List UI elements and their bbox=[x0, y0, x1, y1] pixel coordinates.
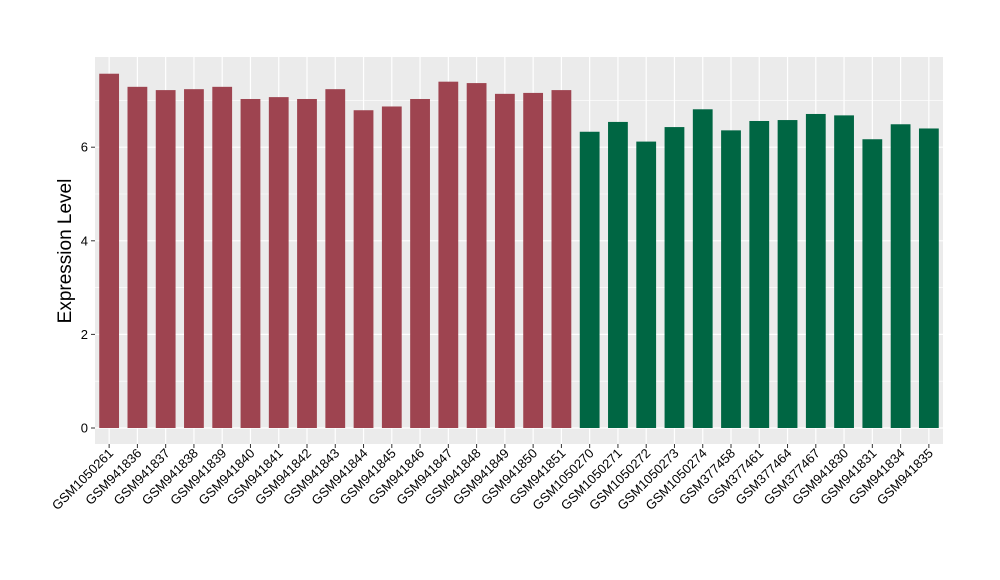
y-axis: 0 2 4 6 bbox=[81, 140, 95, 436]
y-axis-title: Expression Level bbox=[55, 179, 76, 324]
bar-GSM1050273 bbox=[664, 127, 685, 429]
bar-GSM941831 bbox=[862, 139, 883, 428]
bar-GSM941846 bbox=[410, 98, 430, 428]
y-tick-label: 2 bbox=[81, 327, 88, 342]
bar-GSM941835 bbox=[918, 128, 939, 429]
bar-GSM941850 bbox=[523, 92, 544, 429]
bar-GSM941830 bbox=[834, 115, 854, 428]
bar-GSM377458 bbox=[721, 130, 741, 429]
bar-GSM377467 bbox=[805, 113, 826, 429]
bar-GSM941840 bbox=[240, 98, 261, 428]
plot-panel bbox=[95, 57, 943, 444]
bar-GSM941839 bbox=[212, 86, 233, 428]
bar-GSM941844 bbox=[353, 110, 374, 428]
bar-GSM1050271 bbox=[608, 121, 628, 428]
bar-GSM941838 bbox=[184, 89, 204, 428]
bar-GSM1050261 bbox=[99, 73, 120, 428]
bar-GSM1050272 bbox=[636, 141, 657, 429]
bar-GSM941836 bbox=[127, 86, 148, 428]
bar-GSM941845 bbox=[381, 106, 402, 428]
bar-GSM941847 bbox=[438, 81, 459, 429]
bar-GSM941842 bbox=[297, 98, 317, 428]
bar-GSM941848 bbox=[466, 83, 487, 429]
y-tick-label: 6 bbox=[81, 140, 88, 155]
bar-GSM941843 bbox=[325, 89, 346, 428]
bar-GSM377461 bbox=[749, 120, 770, 428]
bar-GSM941849 bbox=[494, 93, 515, 429]
x-axis: GSM1050261GSM941836GSM941837GSM941838GSM… bbox=[49, 444, 936, 513]
y-tick-label: 4 bbox=[81, 233, 88, 248]
bar-GSM941834 bbox=[890, 124, 911, 428]
bar-GSM1050270 bbox=[579, 131, 600, 429]
bar-GSM941851 bbox=[551, 90, 572, 428]
bar-GSM377464 bbox=[777, 120, 798, 428]
y-tick-label: 0 bbox=[81, 421, 88, 436]
bar-GSM941837 bbox=[155, 90, 176, 428]
bar-GSM1050274 bbox=[692, 109, 713, 429]
bars bbox=[99, 73, 939, 429]
bar-GSM941841 bbox=[268, 97, 289, 429]
